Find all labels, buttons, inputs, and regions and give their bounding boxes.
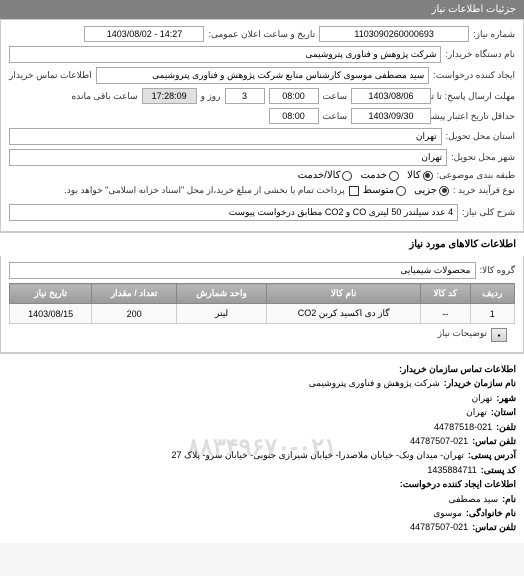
payment-note: پرداخت تمام یا بخشی از مبلغ خرید،از محل … [64, 185, 344, 196]
radio-partial[interactable]: جزیی [414, 185, 449, 196]
need-title-field: 4 عدد سیلندر 50 لیتری CO و CO2 مطابق درخ… [9, 204, 458, 221]
fname: سید مصطفی [449, 492, 499, 506]
city-field: تهران [9, 149, 447, 166]
col-name: نام کالا [267, 284, 420, 304]
radio-goods[interactable]: کالا [407, 170, 433, 181]
radio-medium[interactable]: متوسط [363, 185, 406, 196]
contact-city: تهران [472, 391, 493, 405]
radio-goods-service-label: کالا/خدمت [298, 170, 341, 181]
validity-time-field: 08:00 [269, 108, 319, 124]
org-name-label: نام سازمان خریدار: [444, 376, 516, 390]
remaining-label: ساعت باقی مانده [72, 91, 138, 102]
col-code: کد کالا [420, 284, 470, 304]
deadline-time-field: 08:00 [269, 88, 319, 104]
announce-date-label: تاریخ و ساعت اعلان عمومی: [208, 29, 315, 40]
radio-goods-service-circle [342, 171, 352, 181]
address: تهران- میدان ونک- خیابان ملاصدرا- خیابان… [172, 448, 464, 462]
contact-phone-label: تلفن تماس: [472, 520, 516, 534]
col-unit: واحد شمارش [176, 284, 267, 304]
contact-section-title: اطلاعات تماس سازمان خریدار: [399, 362, 516, 376]
radio-partial-circle [439, 186, 449, 196]
radio-service-label: خدمت [360, 170, 387, 181]
requester-field: سید مصطفی موسوی کارشناس منابع شرکت پژوهش… [96, 67, 430, 84]
lname-label: نام خانوادگی: [466, 506, 516, 520]
remaining-time-field: 17:28:09 [142, 88, 197, 104]
radio-service[interactable]: خدمت [360, 170, 399, 181]
group-label: گروه کالا: [480, 265, 515, 276]
buyer-device-field: شرکت پژوهش و فناوری پتروشیمی [9, 46, 441, 63]
col-date: تاریخ نیاز [10, 284, 92, 304]
col-qty: تعداد / مقدار [92, 284, 177, 304]
need-number-field: 1103090260000693 [319, 26, 469, 42]
org-name: شرکت پژوهش و فناوری پتروشیمی [309, 376, 440, 390]
cell-code: -- [420, 304, 470, 324]
phone: 44787518-021 [434, 420, 492, 434]
items-table: ردیف کد کالا نام کالا واحد شمارش تعداد /… [9, 283, 515, 324]
province-field: تهران [9, 128, 442, 145]
notes-button[interactable]: ▪ [491, 328, 507, 342]
radio-goods-circle [423, 171, 433, 181]
requester-label: ایجاد کننده درخواست: [433, 70, 515, 81]
cell-name: گاز دی اکسید کربن CO2 [267, 304, 420, 324]
radio-goods-label: کالا [407, 170, 421, 181]
col-row: ردیف [470, 284, 514, 304]
radio-service-circle [389, 171, 399, 181]
time-label-1: ساعت [323, 91, 348, 102]
radio-partial-label: جزیی [414, 185, 437, 196]
deadline-label: مهلت ارسال پاسخ: تا تاریخ: [435, 91, 515, 102]
fname-label: نام: [502, 492, 516, 506]
group-field: محصولات شیمیایی [9, 262, 476, 279]
items-section: گروه کالا: محصولات شیمیایی ردیف کد کالا … [0, 256, 524, 353]
fax-label: تلفن تماس: [472, 434, 516, 448]
announce-date-field: 14:27 - 1403/08/02 [84, 26, 204, 42]
page-header: جزئیات اطلاعات نیاز [0, 0, 524, 19]
need-number-label: شماره نیاز: [473, 29, 515, 40]
buyer-contact-label: اطلاعات تماس خریدار [9, 70, 92, 81]
subject-radio-group: کالا خدمت کالا/خدمت [298, 170, 433, 181]
contact-phone: 44787507-021 [410, 520, 468, 534]
deadline-date-field: 1403/08/06 [351, 88, 431, 104]
time-label-2: ساعت [323, 111, 348, 122]
items-section-title: اطلاعات کالاهای مورد نیاز [0, 232, 524, 256]
cell-date: 1403/08/15 [10, 304, 92, 324]
contact-province-label: استان: [491, 405, 516, 419]
address-label: آدرس پستی: [468, 448, 516, 462]
main-form: شماره نیاز: 1103090260000693 تاریخ و ساع… [0, 19, 524, 232]
contact-city-label: شهر: [496, 391, 516, 405]
need-title-label: شرح کلی نیاز: [462, 207, 515, 218]
lname: موسوی [433, 506, 462, 520]
days-field: 3 [225, 88, 265, 104]
cell-qty: 200 [92, 304, 177, 324]
treasury-checkbox[interactable] [349, 186, 359, 196]
cell-unit: لیتر [176, 304, 267, 324]
radio-goods-service[interactable]: کالا/خدمت [298, 170, 353, 181]
postal-label: کد پستی: [481, 463, 516, 477]
buy-type-radio-group: جزیی متوسط [363, 185, 449, 196]
radio-medium-label: متوسط [363, 185, 394, 196]
table-row: 1 -- گاز دی اکسید کربن CO2 لیتر 200 1403… [10, 304, 515, 324]
fax: 44787507-021 [410, 434, 468, 448]
contact-province: تهران [466, 405, 487, 419]
requester-section-title: اطلاعات ایجاد کننده درخواست: [400, 477, 516, 491]
buy-type-label: نوع فرآیند خرید : [453, 185, 515, 196]
validity-date-field: 1403/09/30 [351, 108, 431, 124]
radio-medium-circle [396, 186, 406, 196]
province-label: استان محل تحویل: [446, 131, 515, 142]
notes-label: توضیحات نیاز [438, 328, 487, 342]
cell-row: 1 [470, 304, 514, 324]
city-label: شهر محل تحویل: [451, 152, 515, 163]
postal: 1435884711 [427, 463, 476, 477]
header-title: جزئیات اطلاعات نیاز [432, 4, 516, 15]
phone-label: تلفن: [496, 420, 516, 434]
buyer-device-label: نام دستگاه خریدار: [445, 49, 515, 60]
table-header-row: ردیف کد کالا نام کالا واحد شمارش تعداد /… [10, 284, 515, 304]
days-label: روز و [201, 91, 221, 102]
validity-label: حداقل تاریخ اعتبار پیشنهاد: تا تاریخ: [435, 111, 515, 122]
contact-section: ۸۸۳۴۹۶۷۰-۰۲۱ اطلاعات تماس سازمان خریدار:… [0, 353, 524, 543]
notes-row: ▪ توضیحات نیاز [9, 324, 515, 346]
subject-group-label: طبقه بندی موضوعی: [437, 170, 515, 181]
